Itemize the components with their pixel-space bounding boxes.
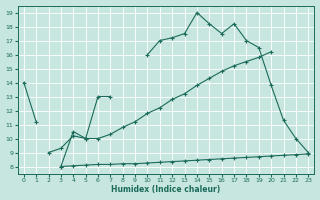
X-axis label: Humidex (Indice chaleur): Humidex (Indice chaleur) (111, 185, 221, 194)
